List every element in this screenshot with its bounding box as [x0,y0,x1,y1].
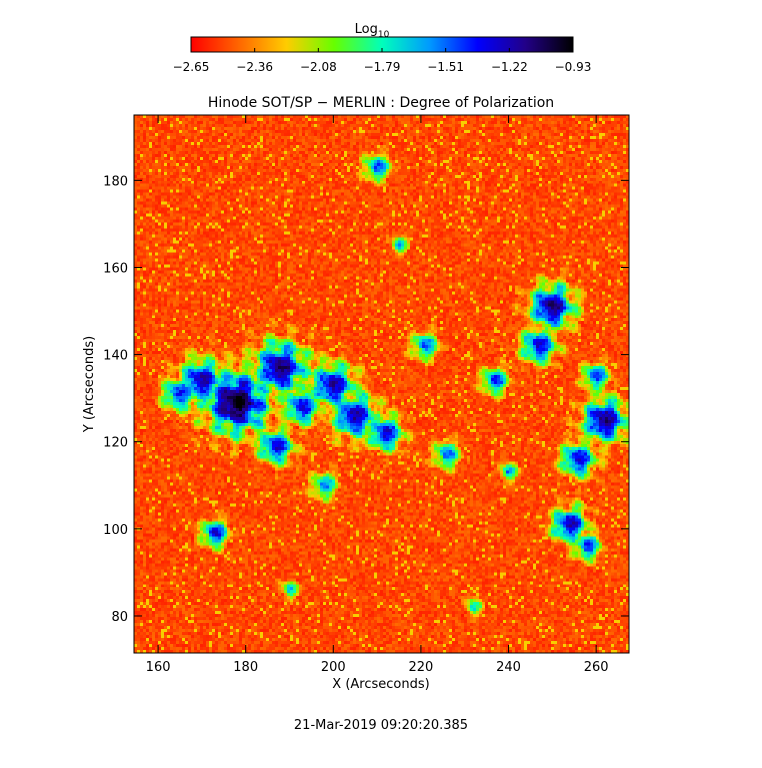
y-tick-label: 120 [103,436,128,451]
x-tick-label: 220 [409,660,434,675]
colorbar-tick-label: −1.79 [364,60,401,74]
colorbar-tick-label: −2.08 [300,60,337,74]
x-tick-label: 200 [321,660,346,675]
y-axis-label: Y (Arcseconds) [82,336,97,433]
x-tick-label: 160 [146,660,171,675]
axis-ticks: 160 180 200 220 240 260 80 100 120 140 160 180 [103,115,629,675]
heatmap-image [134,115,629,653]
colorbar-title: Log10 [355,22,390,40]
timestamp: 21-Mar-2019 09:20:20.385 [294,718,468,733]
x-tick-label: 180 [233,660,258,675]
colorbar-tick-label: −0.93 [555,60,592,74]
x-tick-label: 240 [496,660,521,675]
x-axis-label: X (Arcseconds) [332,677,429,692]
y-tick-label: 180 [103,174,128,189]
y-tick-label: 160 [103,261,128,276]
y-tick-label: 140 [103,349,128,364]
y-tick-label: 80 [111,610,128,625]
y-tick-label: 100 [103,523,128,538]
x-tick-label: 260 [584,660,609,675]
plot-frame [133,114,630,654]
colorbar-ticks: −2.65 −2.36 −2.08 −1.79 −1.51 −1.22 −0.93 [173,48,592,74]
colorbar-tick-label: −2.65 [173,60,210,74]
colorbar-tick-label: −1.51 [427,60,464,74]
colorbar-tick-label: −2.36 [236,60,273,74]
chart-title: Hinode SOT/SP − MERLIN : Degree of Polar… [208,95,554,111]
colorbar-tick-label: −1.22 [491,60,528,74]
polarization-map [134,115,629,653]
